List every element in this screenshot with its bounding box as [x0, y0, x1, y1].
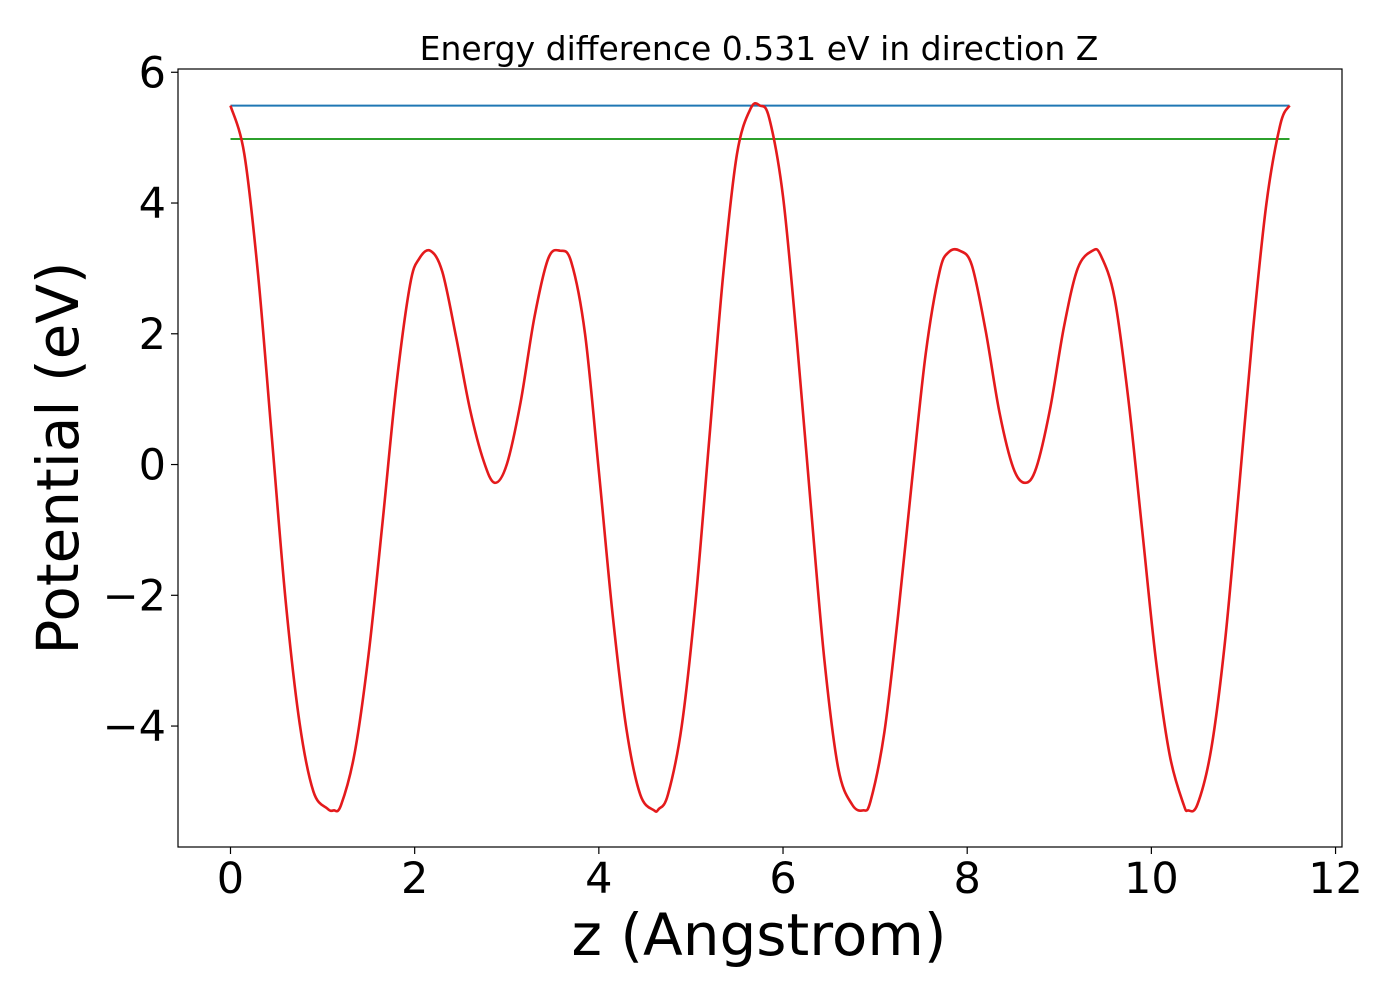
y-tick-label: 6	[139, 48, 166, 98]
series-line-3	[229, 101, 1291, 813]
x-axis-label: z (Angstrom)	[572, 901, 947, 969]
x-tick-label: 12	[1308, 854, 1363, 904]
x-tick-label: 6	[769, 854, 796, 904]
x-tick-label: 0	[217, 854, 244, 904]
plot-area-frame	[177, 68, 1343, 848]
x-tick-label: 2	[401, 854, 428, 904]
x-tick-label: 4	[585, 854, 612, 904]
x-axis-ticks: 0 2 4 6 8 10 12	[217, 847, 1363, 904]
y-axis-label: Potential (eV)	[24, 261, 92, 654]
chart-title: Energy difference 0.531 eV in direction …	[420, 29, 1099, 68]
y-tick-label: 2	[139, 310, 166, 360]
series-layer	[229, 101, 1291, 813]
y-axis-ticks: −4 −2 0 2 4 6	[103, 48, 178, 752]
x-tick-label: 10	[1124, 854, 1179, 904]
y-tick-label: −4	[103, 702, 166, 752]
y-tick-label: 4	[139, 179, 166, 229]
y-tick-label: 0	[139, 441, 166, 491]
x-tick-label: 8	[954, 854, 981, 904]
y-tick-label: −2	[103, 571, 166, 621]
